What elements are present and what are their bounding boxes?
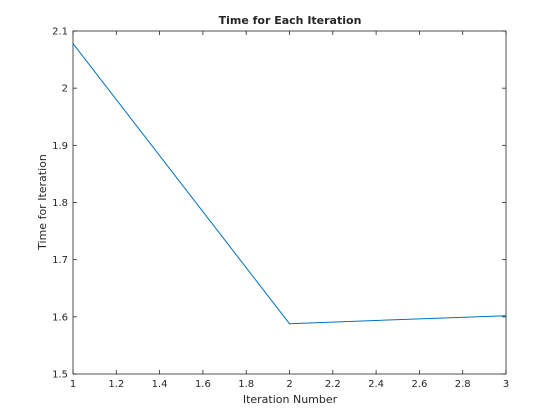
x-tick-label: 2.6 bbox=[411, 379, 427, 390]
plot-area bbox=[72, 30, 507, 375]
x-tick-label: 2.2 bbox=[325, 379, 341, 390]
x-tick-label: 1.4 bbox=[152, 379, 168, 390]
chart-title: Time for Each Iteration bbox=[219, 14, 362, 27]
data-point bbox=[505, 315, 507, 317]
x-axis-ticks: 1 1.2 1.4 1.6 1.8 2 2.2 2.4 2.6 2.8 3 bbox=[70, 31, 509, 390]
x-tick-label: 1.8 bbox=[238, 379, 254, 390]
y-tick-label: 2 bbox=[62, 84, 68, 95]
y-tick-label: 1.7 bbox=[52, 255, 68, 266]
y-tick-label: 1.5 bbox=[52, 370, 68, 381]
x-tick-label: 1 bbox=[70, 379, 76, 390]
data-point bbox=[288, 323, 291, 325]
y-axis-label: Time for Iteration bbox=[36, 154, 49, 251]
x-tick-label: 1.6 bbox=[195, 379, 211, 390]
y-tick-label: 1.8 bbox=[52, 198, 68, 209]
x-axis-label: Iteration Number bbox=[243, 393, 338, 406]
y-tick-label: 2.1 bbox=[52, 27, 68, 38]
y-tick-label: 1.9 bbox=[52, 141, 68, 152]
x-tick-label: 2.8 bbox=[455, 379, 471, 390]
y-axis-ticks: 1.5 1.6 1.7 1.8 1.9 2 2.1 bbox=[52, 27, 506, 381]
x-tick-label: 2 bbox=[286, 379, 292, 390]
y-tick-label: 1.6 bbox=[52, 312, 68, 323]
series-layer bbox=[72, 42, 507, 325]
x-tick-label: 1.2 bbox=[108, 379, 124, 390]
x-tick-label: 3 bbox=[503, 379, 509, 390]
data-point bbox=[72, 42, 74, 45]
x-tick-label: 2.4 bbox=[368, 379, 384, 390]
